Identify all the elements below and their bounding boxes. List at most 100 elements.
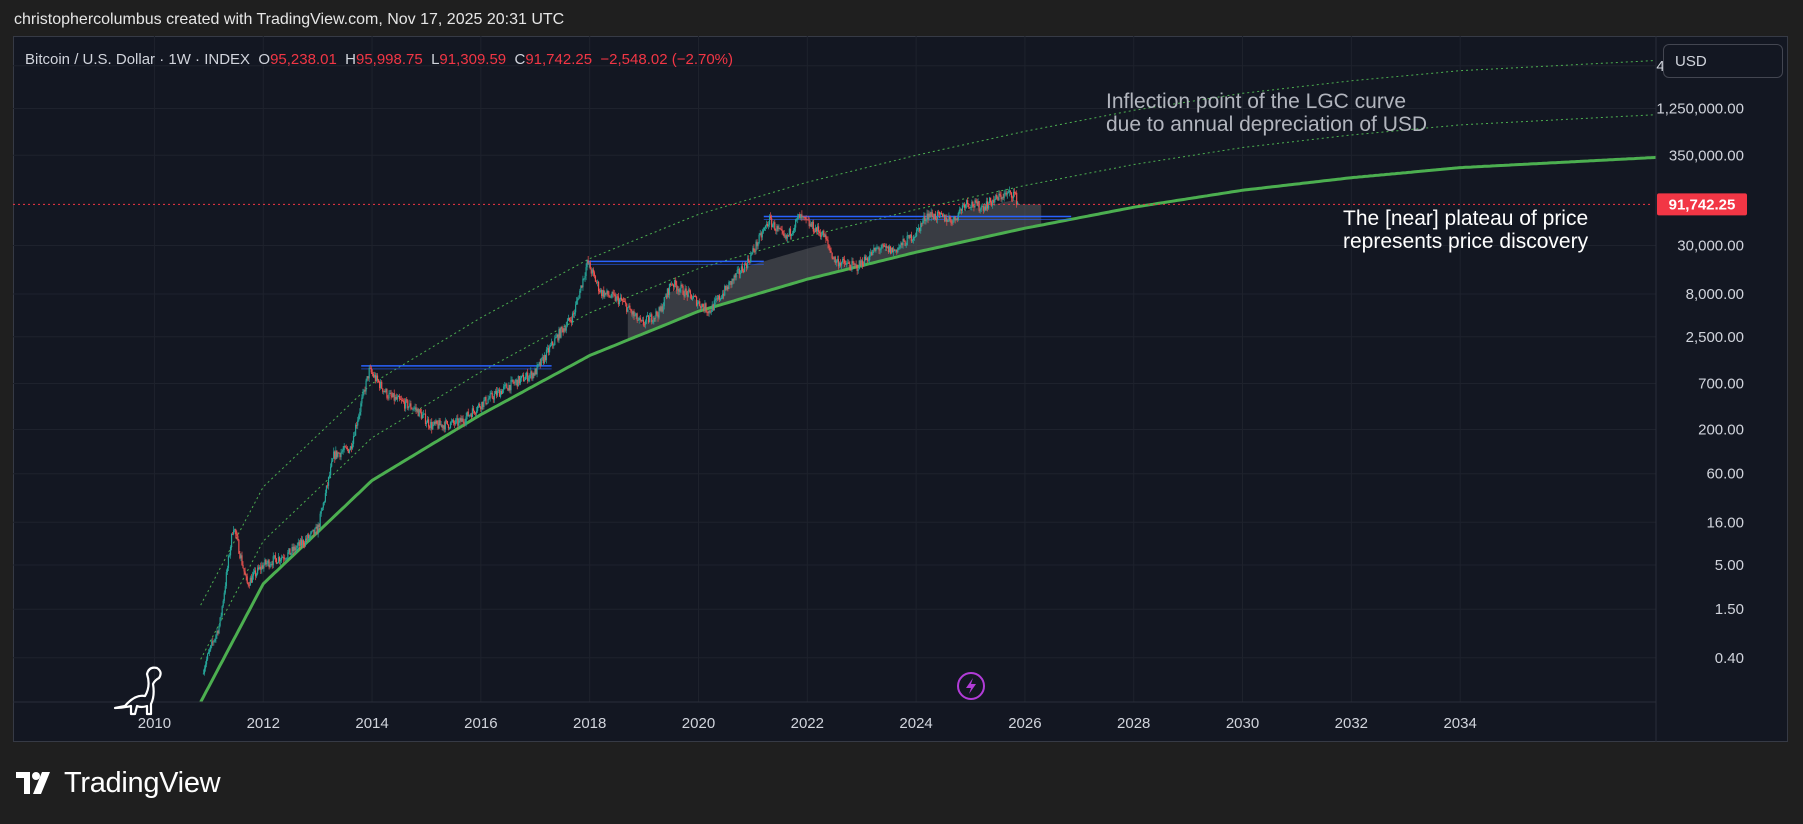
candle-body [1015,192,1017,194]
candle-body [582,278,584,288]
candle-body [906,235,908,246]
chart-frame[interactable] [13,36,1788,742]
candle-body [910,234,912,242]
candle-body [521,375,524,376]
inflection-line-1: Inflection point of the LGC curve [1106,90,1406,113]
candle-body [746,264,748,268]
candle-body [948,216,950,221]
candle-body [326,485,329,487]
x-tick-label: 2022 [791,715,824,732]
candle-body [835,260,837,263]
candle-body [260,566,262,570]
candle-body [672,284,674,286]
candle-body [760,233,762,238]
plateau-line-1: The [near] plateau of price [1343,207,1589,230]
candle-body [537,364,539,366]
candle-body [272,556,274,566]
candle-body [399,398,402,400]
candle-body [715,298,717,300]
candle-body [697,302,699,306]
candle-body [261,565,263,570]
candle-body [488,398,490,400]
candle-body [1016,192,1018,205]
candle-body [897,248,899,253]
candle-body [1006,192,1008,195]
candle-body [533,373,535,376]
lgc-curve [199,155,1657,703]
candle-body [368,367,370,379]
candle-body [445,420,447,422]
candle-body [883,244,885,247]
candle-body [725,285,727,290]
candle-body [337,452,339,457]
candle-body [238,540,240,554]
candle-body [692,296,695,299]
candle-body [666,288,668,298]
candle-body [708,310,710,314]
candle-body [428,419,430,427]
candle-body [208,652,210,654]
candle-body [651,314,653,322]
candle-body [561,326,563,329]
symbol-legend[interactable]: Bitcoin / U.S. Dollar · 1W · INDEX O95,2… [25,51,734,68]
candle-body [642,320,645,325]
candle-body [526,372,528,377]
candle-body [724,285,726,296]
time-axis[interactable]: 2010 2012 2014 2016 2018 2020 2022 2024 2026 2028… [138,715,1477,732]
candle-body [456,418,458,420]
candle-body [702,304,704,307]
candle-body [678,289,680,292]
candle-body [216,631,218,636]
candle-body [817,226,820,232]
candle-body [497,389,500,391]
chart-plot[interactable]: 4,000,000.001,250,000.00350,000.0030,000… [13,36,1788,742]
candle-body [334,451,336,459]
candle-body [258,567,260,570]
candle-body [992,199,994,206]
candle-body [877,247,879,249]
candle-body [680,284,682,290]
candle-body [424,413,427,425]
candle-body [593,272,596,277]
candle-body [361,397,363,404]
candle-body [855,264,857,266]
candle-body [699,301,701,306]
tradingview-logo[interactable]: TradingView [16,766,221,800]
candle-body [262,565,264,569]
candle-body [868,260,870,261]
candle-body [637,320,639,322]
candle-body [784,235,786,237]
x-tick-label: 2030 [1226,715,1259,732]
candle-body [853,263,855,265]
currency-button[interactable]: USD [1663,44,1783,78]
candle-body [960,209,963,211]
candle-body [765,223,768,226]
candle-body [312,529,314,531]
candle-body [392,393,394,397]
candle-body [779,228,781,230]
candle-body [670,284,673,286]
candle-body [753,248,755,251]
candle-body [429,426,431,428]
candle-body [357,420,359,426]
candle-body [372,374,374,377]
candle-body [722,293,724,299]
candle-body [438,420,440,429]
curve-layer [199,60,1657,703]
candle-body [366,376,368,381]
candle-body [778,228,780,229]
lightning-icon[interactable] [957,672,985,700]
candle-body [738,268,740,275]
candle-body [440,424,442,426]
candle-body [815,227,818,232]
price-axis[interactable]: 4,000,000.001,250,000.00350,000.0030,000… [1656,58,1744,667]
candle-body [367,376,369,379]
candle-body [388,393,390,399]
candle-body [439,420,441,426]
candle-body [757,242,759,247]
candle-body [387,397,389,399]
candle-body [324,493,327,502]
candle-body [623,301,625,302]
candle-body [969,207,971,208]
candle-body [641,320,643,321]
